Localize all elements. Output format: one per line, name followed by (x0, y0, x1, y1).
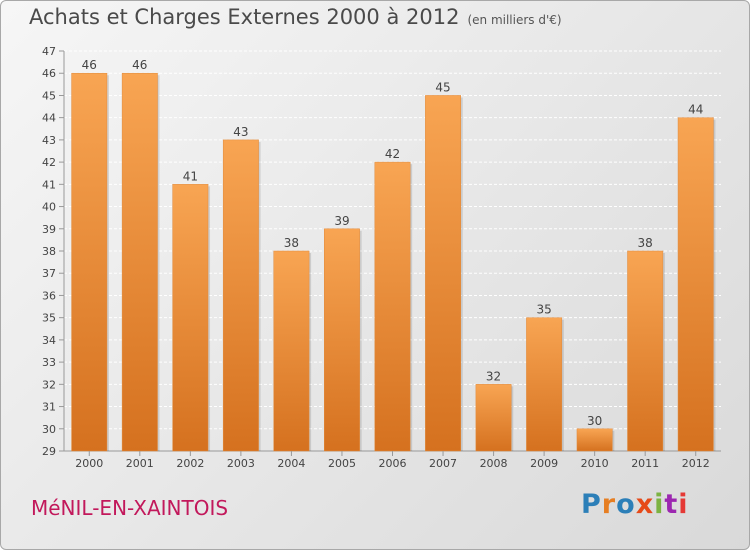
data-label: 46 (132, 58, 147, 72)
y-tick-label: 36 (42, 289, 56, 302)
chart-unit: (en milliers d'€) (467, 13, 562, 27)
y-tick-label: 41 (42, 178, 56, 191)
logo-letter: P (581, 489, 602, 520)
y-tick-label: 44 (42, 112, 56, 125)
x-tick-label: 2005 (328, 457, 356, 470)
bar-2012 (677, 117, 714, 452)
y-tick-label: 39 (42, 223, 56, 236)
logo-letter: i (654, 489, 665, 520)
x-tick-label: 2007 (429, 457, 457, 470)
data-label: 45 (435, 80, 450, 94)
data-label: 39 (334, 214, 349, 228)
data-label: 38 (284, 236, 299, 250)
data-label: 35 (536, 303, 551, 317)
bar-2010 (576, 428, 613, 452)
y-tick-label: 31 (42, 401, 56, 414)
x-tick-label: 2002 (176, 457, 204, 470)
x-tick-label: 2010 (581, 457, 609, 470)
y-tick-label: 42 (42, 156, 56, 169)
x-tick-label: 2012 (682, 457, 710, 470)
y-tick-label: 30 (42, 423, 56, 436)
x-tick-label: 2001 (126, 457, 154, 470)
y-tick-label: 37 (42, 267, 56, 280)
logo-letter: o (616, 489, 636, 520)
y-tick-label: 33 (42, 356, 56, 369)
x-tick-label: 2003 (227, 457, 255, 470)
bar-2011 (627, 250, 664, 452)
data-label: 32 (486, 369, 501, 383)
proxiti-logo: Proxiti (581, 489, 689, 520)
bar-2001 (121, 72, 158, 452)
logo-letter: r (601, 489, 617, 520)
data-label: 42 (385, 147, 400, 161)
y-tick-label: 43 (42, 134, 56, 147)
bar-2004 (273, 250, 310, 452)
y-tick-label: 35 (42, 312, 56, 325)
logo-letter: i (678, 489, 689, 520)
y-tick-label: 45 (42, 89, 56, 102)
x-tick-label: 2004 (277, 457, 305, 470)
x-tick-label: 2006 (379, 457, 407, 470)
y-tick-label: 38 (42, 245, 56, 258)
y-tick-label: 32 (42, 378, 56, 391)
bar-2006 (374, 161, 411, 452)
bar-2003 (222, 139, 259, 452)
y-tick-label: 40 (42, 201, 56, 214)
bar-2002 (172, 184, 209, 452)
data-label: 30 (587, 414, 602, 428)
chart-title: Achats et Charges Externes 2000 à 2012 (e… (29, 5, 562, 29)
bar-2005 (324, 228, 360, 452)
x-tick-label: 2011 (631, 457, 659, 470)
data-label: 46 (82, 58, 97, 72)
logo-letter: t (664, 489, 679, 520)
logo-letter: x (635, 489, 655, 520)
x-tick-label: 2000 (75, 457, 103, 470)
x-tick-label: 2008 (480, 457, 508, 470)
chart-title-text: Achats et Charges Externes 2000 à 2012 (29, 5, 460, 29)
x-tick-label: 2009 (530, 457, 558, 470)
y-tick-label: 29 (42, 445, 56, 458)
bar-2008 (475, 384, 512, 452)
data-label: 38 (638, 236, 653, 250)
bar-2009 (526, 317, 563, 452)
y-tick-label: 47 (42, 45, 56, 58)
y-tick-label: 34 (42, 334, 56, 347)
town-name: MéNIL-EN-XAINTOIS (31, 496, 229, 520)
bar-2000 (71, 72, 108, 452)
bar-2007 (425, 95, 461, 452)
data-label: 44 (688, 103, 703, 117)
data-label: 43 (233, 125, 248, 139)
data-label: 41 (183, 169, 198, 183)
y-tick-label: 46 (42, 67, 56, 80)
